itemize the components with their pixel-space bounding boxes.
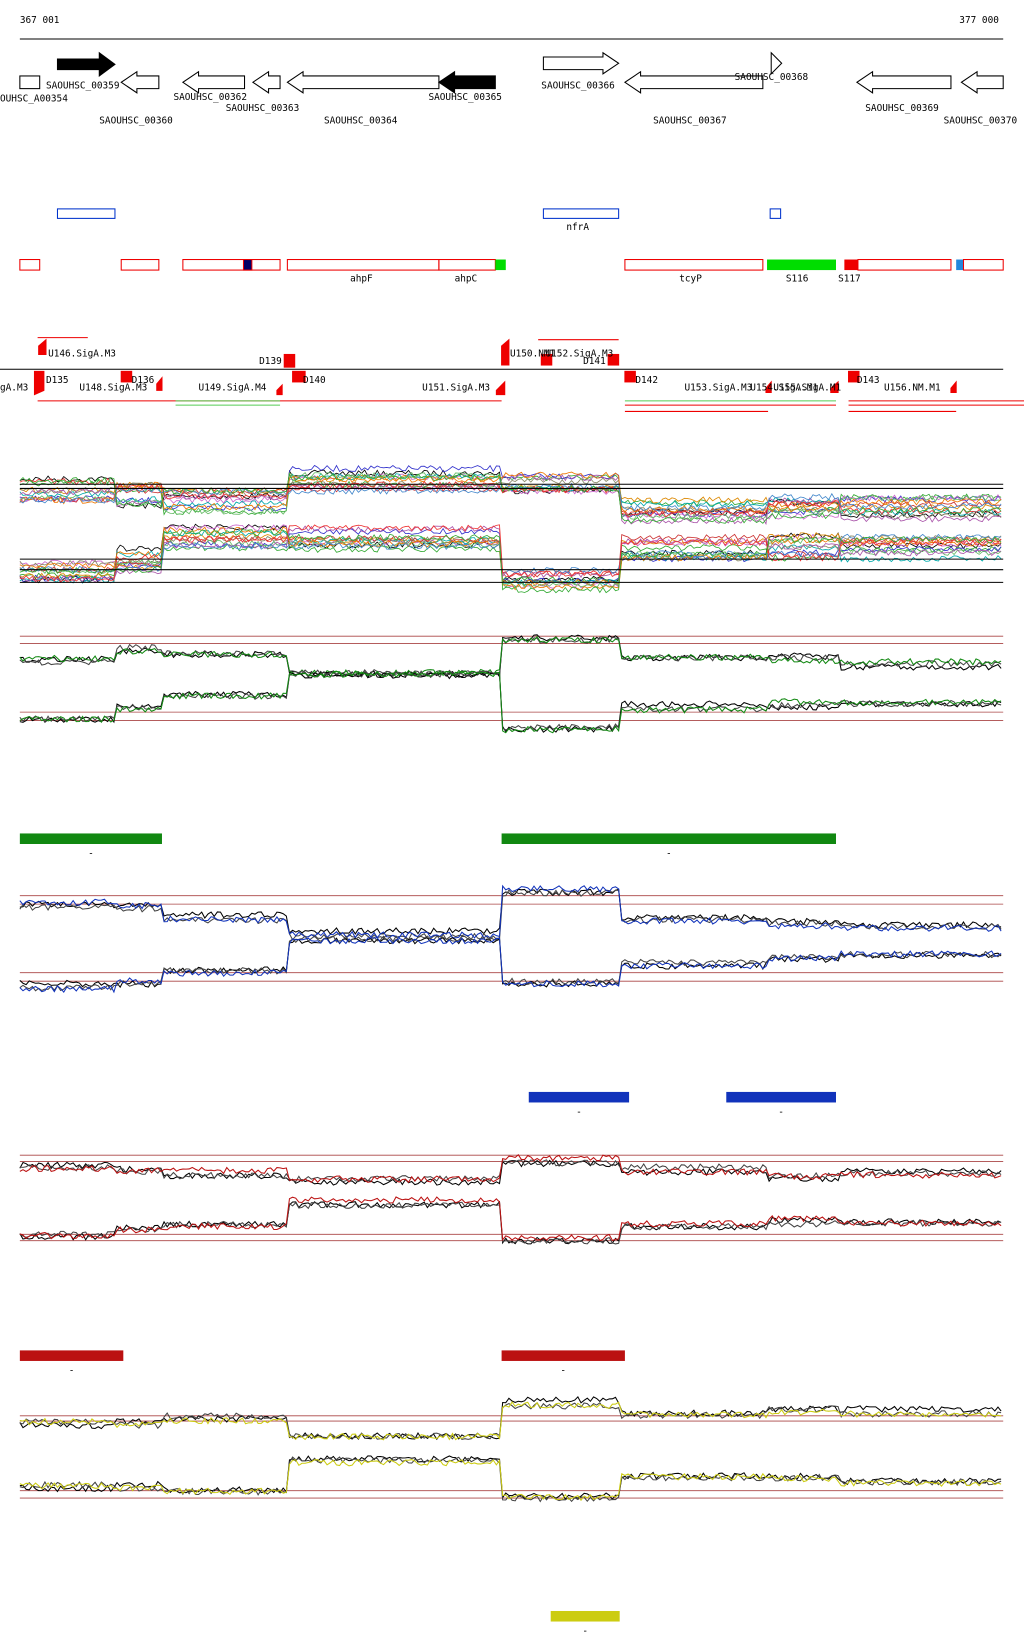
promoter-label: U146.SigA.M3 — [48, 349, 116, 360]
expression-line — [19, 474, 1002, 516]
ruler-start: 367 001 — [20, 15, 60, 26]
expression-line — [19, 524, 1002, 583]
expression-line — [19, 534, 1002, 587]
gene-label: SAOUHSC_00368 — [735, 72, 809, 83]
expression-line — [19, 670, 1002, 731]
expression-line — [19, 935, 1002, 992]
segment-bar — [550, 1610, 620, 1622]
segment-label: - — [666, 849, 672, 860]
expression-line — [19, 471, 1002, 513]
expression-line — [19, 1201, 1002, 1245]
segment-label: - — [576, 1107, 582, 1118]
promoter-label: U148.SigA.M3 — [79, 382, 147, 393]
segment-label: - — [582, 1626, 588, 1637]
segment-bar — [19, 833, 162, 844]
gene-label: OUHSC_A00354 — [0, 93, 68, 104]
expression-line — [19, 888, 1002, 935]
expression-line — [19, 482, 1002, 512]
gene-label: SAOUHSC_00365 — [428, 92, 502, 103]
expression-line — [19, 670, 1002, 734]
promoter-label: U154.SigA.M1 — [750, 382, 818, 393]
ruler-end: 377 000 — [959, 15, 999, 26]
segment-bar — [528, 1091, 630, 1103]
promoter-label: U152.SigA.M3 — [545, 349, 613, 360]
feature-label: S117 — [838, 274, 861, 285]
expression-line — [19, 1396, 1002, 1441]
gene-label: SAOUHSC_00359 — [46, 81, 120, 92]
expression-line — [19, 1154, 1002, 1184]
expression-line — [19, 472, 1002, 524]
promoter-label: D143 — [857, 375, 880, 386]
expression-line — [19, 537, 1002, 589]
gene-track — [19, 51, 1004, 94]
gene-label: SAOUHSC_00366 — [541, 81, 615, 92]
promoter-label: D135 — [46, 375, 69, 386]
gene-label: SAOUHSC_00363 — [226, 103, 300, 114]
segment-bar — [501, 1350, 625, 1361]
gene-label: SAOUHSC_00369 — [865, 103, 939, 114]
expression-line — [19, 635, 1002, 677]
segment-bar — [726, 1091, 836, 1103]
gene-label: SAOUHSC_00364 — [324, 115, 398, 126]
expression-line — [19, 884, 1002, 939]
promoter-label: U149.SigA.M4 — [199, 382, 267, 393]
expression-line — [19, 533, 1002, 574]
segment-label: - — [88, 849, 94, 860]
promoter-label: U155.SigA.M1 — [773, 382, 841, 393]
feature-label: ahpF — [350, 274, 373, 285]
segment-label: - — [69, 1366, 75, 1377]
expression-line — [19, 524, 1002, 590]
promoter-label: U150.NM1 — [510, 349, 556, 360]
segment-label: - — [560, 1366, 566, 1377]
promoter-marks — [33, 337, 1024, 412]
expression-line — [19, 1456, 1002, 1503]
feature-label: ahpC — [455, 274, 478, 285]
segment-bar — [501, 833, 836, 844]
promoter-label: U153.SigA.M3 — [684, 382, 752, 393]
segment-bar — [19, 1350, 124, 1361]
expression-line — [19, 889, 1002, 941]
promoter-label: U151.SigA.M3 — [422, 382, 490, 393]
promoter-label: D141 — [583, 356, 606, 367]
expression-line — [19, 937, 1002, 994]
expression-line — [19, 1196, 1002, 1242]
feature-label: S116 — [786, 274, 809, 285]
gene-label: SAOUHSC_00360 — [99, 115, 173, 126]
feature-track — [19, 208, 1004, 271]
promoter-label: D142 — [635, 375, 658, 386]
expression-line — [19, 474, 1002, 526]
gene-label: SAOUHSC_00367 — [653, 115, 727, 126]
expression-line — [19, 473, 1002, 520]
browser-content: 367 001 377 000 OUHSC_A00354SAOUHSC_0035… — [0, 15, 1024, 1637]
promoter-label: D139 — [259, 356, 282, 367]
promoter-label: D136 — [132, 375, 155, 386]
feature-label: nfrA — [566, 222, 589, 233]
promoter-label: D140 — [303, 375, 326, 386]
expression-line — [19, 525, 1002, 583]
gene-label: SAOUHSC_00370 — [944, 115, 1018, 126]
expression-line — [19, 1159, 1002, 1183]
promoter-label: gA.M3 — [0, 382, 28, 393]
expression-line — [19, 1455, 1002, 1501]
segment-label: - — [778, 1107, 784, 1118]
expression-line — [19, 529, 1002, 594]
expression-line — [19, 1458, 1002, 1502]
gene-label: SAOUHSC_00362 — [173, 92, 247, 103]
feature-label: tcyP — [679, 274, 702, 285]
expression-line — [19, 1401, 1002, 1441]
promoter-label: U156.NM.M1 — [884, 382, 941, 393]
